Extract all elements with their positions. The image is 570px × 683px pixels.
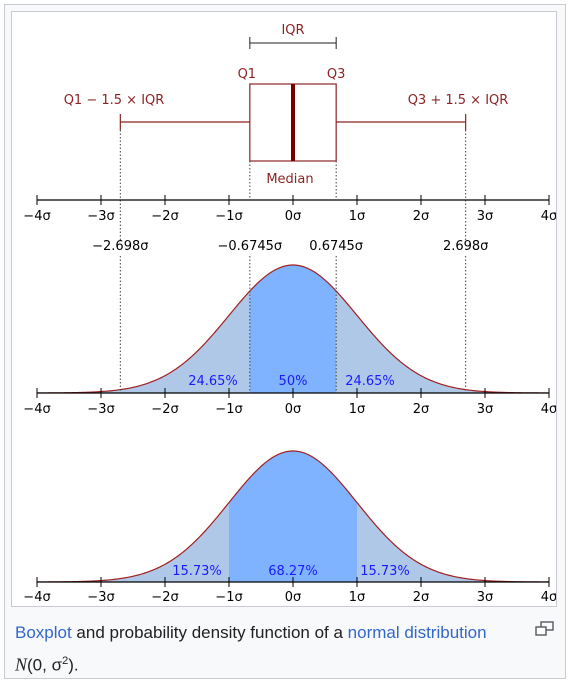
middle-tick-label: −3σ [87, 402, 114, 417]
normal-distribution-link[interactable]: normal distribution [347, 623, 487, 642]
median-label: Median [266, 172, 313, 187]
q3-label: Q3 [327, 67, 346, 82]
fence-value-label: 2.698σ [443, 239, 488, 254]
pdf-sigma-panel: 15.73% 68.27% 15.73% −4σ −3σ −2σ −1σ 0σ 1σ 2σ 3σ 4σ [23, 450, 557, 605]
boxplot-panel: IQR Q1 Q3 Q1 − 1.5 × IQR Q3 + 1.5 × IQR Media… [23, 23, 557, 254]
bottom-tick-label: 3σ [477, 590, 494, 605]
pdf2-curve [36, 450, 550, 583]
middle-tick-label: −4σ [23, 402, 50, 417]
top-tick-label: −4σ [23, 209, 50, 224]
bottom-tick-label: −1σ [215, 590, 242, 605]
top-tick-label: 2σ [413, 209, 430, 224]
pdf1-center-pct: 50% [279, 374, 308, 389]
formula-n: N [15, 654, 28, 675]
middle-tick-label: 1σ [349, 402, 366, 417]
pdf-quartile-panel: 24.65% 50% 24.65% −4σ −3σ −2σ −1σ 0σ 1σ 2σ 3σ 4σ [23, 256, 557, 417]
boxplot-figure[interactable]: IQR Q1 Q3 Q1 − 1.5 × IQR Q3 + 1.5 × IQR Media… [11, 11, 557, 607]
bottom-tick-label: 4σ [541, 590, 557, 605]
pdf2-center-area [229, 451, 357, 582]
pdf2-left-pct: 15.73% [172, 564, 222, 579]
pdf1-right-pct: 24.65% [345, 374, 395, 389]
caption-text: and probability density function of a [71, 623, 348, 642]
fence-value-label: 0.6745σ [309, 239, 363, 254]
middle-tick-label: 3σ [477, 402, 494, 417]
upper-fence-label: Q3 + 1.5 × IQR [408, 93, 509, 108]
top-tick-label: 1σ [349, 209, 366, 224]
middle-tick-label: 4σ [541, 402, 557, 417]
figure-thumbnail: IQR Q1 Q3 Q1 − 1.5 × IQR Q3 + 1.5 × IQR Media… [4, 4, 566, 679]
middle-tick-label: 2σ [413, 402, 430, 417]
iqr-label: IQR [281, 23, 304, 38]
q1-label: Q1 [238, 67, 257, 82]
pdf2-center-pct: 68.27% [268, 564, 318, 579]
pdf2-right-pct: 15.73% [360, 564, 410, 579]
top-tick-label: 0σ [285, 209, 302, 224]
top-tick-label: 4σ [541, 209, 557, 224]
top-tick-label: −1σ [215, 209, 242, 224]
bottom-tick-label: −3σ [87, 590, 114, 605]
middle-tick-label: −1σ [215, 402, 242, 417]
formula-args: (0, σ [27, 655, 63, 675]
bottom-tick-label: −2σ [151, 590, 178, 605]
formula-sup: 2 [62, 655, 69, 667]
top-tick-label: −3σ [87, 209, 114, 224]
top-tick-label: −2σ [151, 209, 178, 224]
pdf1-center-area [249, 265, 337, 393]
fence-value-label: −0.6745σ [218, 239, 283, 254]
pdf1-left-pct: 24.65% [188, 374, 238, 389]
middle-tick-label: −2σ [151, 402, 178, 417]
bottom-tick-label: −4σ [23, 590, 50, 605]
bottom-tick-label: 1σ [349, 590, 366, 605]
figure-caption: Boxplot and probability density function… [15, 619, 515, 680]
fence-value-label: −2.698σ [92, 239, 148, 254]
pdf1-curve [36, 264, 550, 394]
middle-tick-label: 0σ [285, 402, 302, 417]
bottom-tick-label: 2σ [413, 590, 430, 605]
bottom-tick-label: 0σ [285, 590, 302, 605]
top-tick-label: 3σ [477, 209, 494, 224]
boxplot-pdf-diagram: IQR Q1 Q3 Q1 − 1.5 × IQR Q3 + 1.5 × IQR Media… [23, 23, 557, 605]
enlarge-icon[interactable] [535, 621, 555, 637]
formula-close: ). [68, 655, 79, 675]
lower-fence-label: Q1 − 1.5 × IQR [64, 93, 165, 108]
boxplot-link[interactable]: Boxplot [15, 623, 72, 642]
